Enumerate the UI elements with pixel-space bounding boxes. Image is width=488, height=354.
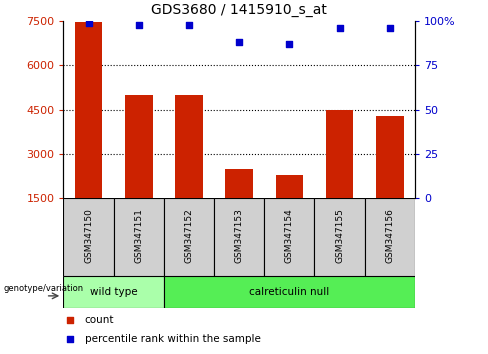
Point (285, 41, 293, 47)
Point (386, 25, 394, 31)
Text: calreticulin null: calreticulin null (249, 287, 329, 297)
Bar (214, 198, 264, 276)
Text: GSM347152: GSM347152 (184, 208, 193, 263)
Bar (325, 110, 353, 198)
Text: GSM347154: GSM347154 (285, 208, 294, 263)
Point (66, 336, 74, 341)
Point (235, 40, 243, 45)
Bar (276, 175, 303, 198)
Point (336, 25, 344, 31)
Bar (63, 276, 164, 308)
Bar (376, 116, 404, 198)
Text: GSM347156: GSM347156 (385, 208, 394, 263)
Title: GDS3680 / 1415910_s_at: GDS3680 / 1415910_s_at (151, 4, 327, 17)
Point (185, 22, 193, 28)
Point (66, 317, 74, 323)
Bar (175, 95, 203, 198)
Bar (75, 22, 102, 198)
Bar (114, 198, 164, 276)
Point (135, 22, 142, 28)
Bar (314, 198, 365, 276)
Bar (164, 198, 214, 276)
Point (84, 20, 92, 26)
Bar (264, 198, 314, 276)
Text: genotype/variation: genotype/variation (3, 284, 83, 293)
Text: GSM347151: GSM347151 (134, 208, 143, 263)
Bar (365, 198, 415, 276)
Bar (125, 95, 153, 198)
Text: wild type: wild type (90, 287, 138, 297)
Bar (225, 169, 253, 198)
Bar (63, 198, 114, 276)
Text: GSM347153: GSM347153 (235, 208, 244, 263)
Text: count: count (84, 315, 114, 325)
Text: percentile rank within the sample: percentile rank within the sample (84, 333, 261, 344)
Text: GSM347150: GSM347150 (84, 208, 93, 263)
Bar (164, 276, 415, 308)
Text: GSM347155: GSM347155 (335, 208, 344, 263)
